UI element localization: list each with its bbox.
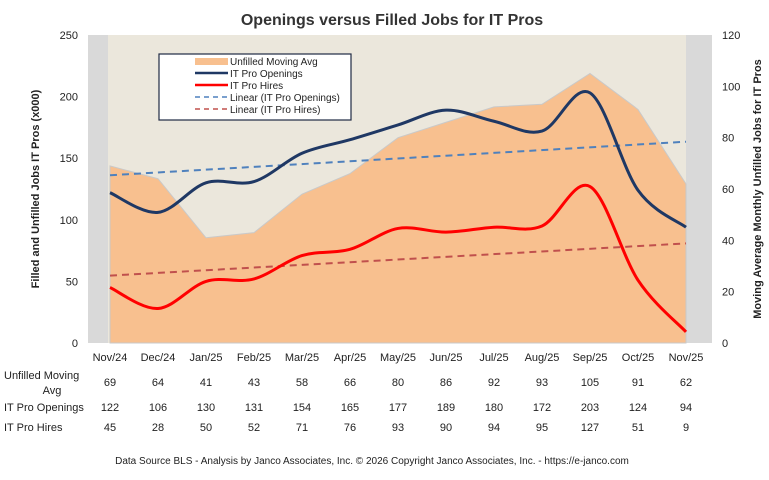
plot-band-left [88, 35, 108, 343]
x-tick-label: Nov/25 [669, 352, 704, 364]
table-cell: 66 [344, 377, 356, 389]
x-tick-label: Feb/25 [237, 352, 271, 364]
table-cell: 90 [440, 422, 452, 434]
legend-label: Linear (IT Pro Openings) [230, 93, 340, 104]
line-series-2 [109, 183, 688, 333]
table-cell: 127 [581, 422, 599, 434]
x-tick-label: Oct/25 [622, 352, 654, 364]
x-tick-label: Dec/24 [141, 352, 176, 364]
table-cell: 93 [392, 422, 404, 434]
y2-tick-label: 40 [722, 235, 734, 247]
legend-label: Unfilled Moving Avg [230, 57, 318, 68]
table-cell: 64 [152, 377, 164, 389]
table-cell: 172 [533, 402, 551, 414]
y2-tick-label: 60 [722, 184, 734, 196]
source-note: Data Source BLS - Analysis by Janco Asso… [115, 456, 629, 467]
legend-label: IT Pro Hires [230, 81, 283, 92]
x-tick-label: Jun/25 [429, 352, 462, 364]
y-tick-label: 100 [60, 215, 78, 227]
table-row-label: Unfilled Moving [4, 370, 79, 382]
table-cell: 124 [629, 402, 647, 414]
y-tick-label: 50 [66, 276, 78, 288]
table-cell: 105 [581, 377, 599, 389]
y-axis-label: Filled and Unfilled Jobs IT Pros (x000) [30, 89, 42, 288]
table-cell: 80 [392, 377, 404, 389]
trendline-1 [109, 242, 687, 277]
table-row-label: IT Pro Openings [4, 402, 84, 414]
chart-title: Openings versus Filled Jobs for IT Pros [241, 12, 543, 29]
x-tick-label: May/25 [380, 352, 416, 364]
table-cell: 189 [437, 402, 455, 414]
y2-tick-label: 20 [722, 287, 734, 299]
x-tick-label: Mar/25 [285, 352, 319, 364]
table-cell: 95 [536, 422, 548, 434]
y2-tick-label: 120 [722, 30, 740, 42]
table-cell: 52 [248, 422, 260, 434]
table-cell: 9 [683, 422, 689, 434]
area-unfilled-moving-avg [109, 72, 687, 344]
legend-label: Linear (IT Pro Hires) [230, 105, 320, 116]
x-tick-label: Nov/24 [93, 352, 128, 364]
x-tick-label: Jul/25 [479, 352, 508, 364]
legend-swatch [195, 58, 228, 65]
table-cell: 71 [296, 422, 308, 434]
table-cell: 76 [344, 422, 356, 434]
table-cell: 86 [440, 377, 452, 389]
y2-tick-label: 0 [722, 338, 728, 350]
x-tick-label: Jan/25 [189, 352, 222, 364]
x-tick-label: Sep/25 [573, 352, 608, 364]
table-cell: 94 [488, 422, 500, 434]
table-cell: 45 [104, 422, 116, 434]
table-cell: 154 [293, 402, 311, 414]
table-cell: 28 [152, 422, 164, 434]
y-tick-label: 0 [72, 338, 78, 350]
table-cell: 91 [632, 377, 644, 389]
plot-band-right [686, 35, 712, 343]
legend-box [158, 53, 352, 121]
x-tick-label: Apr/25 [334, 352, 366, 364]
table-cell: 58 [296, 377, 308, 389]
line-series-1 [109, 89, 687, 229]
table-cell: 93 [536, 377, 548, 389]
x-tick-label: Aug/25 [525, 352, 560, 364]
y2-tick-label: 100 [722, 81, 740, 93]
table-cell: 92 [488, 377, 500, 389]
table-cell: 131 [245, 402, 263, 414]
table-cell: 106 [149, 402, 167, 414]
table-cell: 41 [200, 377, 212, 389]
table-cell: 180 [485, 402, 503, 414]
trendline-0 [109, 140, 687, 177]
y2-tick-label: 80 [722, 133, 734, 145]
table-cell: 43 [248, 377, 260, 389]
legend-label: IT Pro Openings [230, 69, 303, 80]
table-cell: 177 [389, 402, 407, 414]
table-cell: 203 [581, 402, 599, 414]
table-row-label: IT Pro Hires [4, 422, 63, 434]
y-tick-label: 200 [60, 92, 78, 104]
table-cell: 122 [101, 402, 119, 414]
table-cell: 50 [200, 422, 212, 434]
table-cell: 69 [104, 377, 116, 389]
table-cell: 51 [632, 422, 644, 434]
table-cell: 94 [680, 402, 692, 414]
table-row-label: Avg [43, 385, 62, 397]
y2-axis-label: Moving Average Monthly Unfilled Jobs for… [752, 59, 764, 319]
y-tick-label: 250 [60, 30, 78, 42]
table-cell: 130 [197, 402, 215, 414]
y-tick-label: 150 [60, 153, 78, 165]
table-cell: 165 [341, 402, 359, 414]
table-cell: 62 [680, 377, 692, 389]
